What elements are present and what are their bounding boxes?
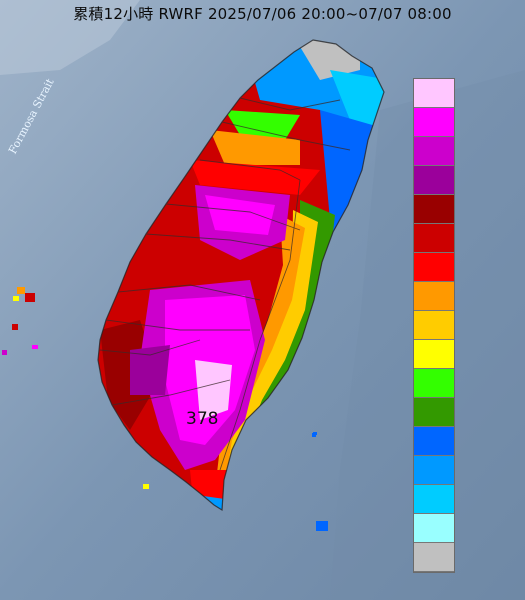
peak-rainfall-value: 378 bbox=[186, 409, 219, 429]
legend-swatch bbox=[414, 543, 454, 572]
legend-swatch bbox=[414, 427, 454, 456]
map-title: 累積12小時 RWRF 2025/07/06 20:00~07/07 08:00 bbox=[73, 5, 452, 23]
legend-swatch bbox=[414, 166, 454, 195]
legend-swatch bbox=[414, 195, 454, 224]
legend-swatch bbox=[414, 514, 454, 543]
mainland-coast bbox=[0, 0, 140, 75]
legend-swatch bbox=[414, 340, 454, 369]
legend-swatch bbox=[414, 456, 454, 485]
legend-swatch bbox=[414, 369, 454, 398]
legend-swatch bbox=[414, 137, 454, 166]
legend-swatch bbox=[414, 79, 454, 108]
legend-swatch bbox=[414, 311, 454, 340]
legend-swatch bbox=[414, 485, 454, 514]
county-boundaries bbox=[97, 39, 385, 512]
legend-swatch bbox=[414, 398, 454, 427]
east-islets bbox=[313, 432, 317, 435]
legend-swatch bbox=[414, 253, 454, 282]
legend-swatch bbox=[414, 108, 454, 137]
legend-swatch bbox=[414, 224, 454, 253]
rainfall-legend: 3002001501301109070504030201510621 bbox=[413, 78, 455, 573]
legend-swatch bbox=[414, 282, 454, 311]
